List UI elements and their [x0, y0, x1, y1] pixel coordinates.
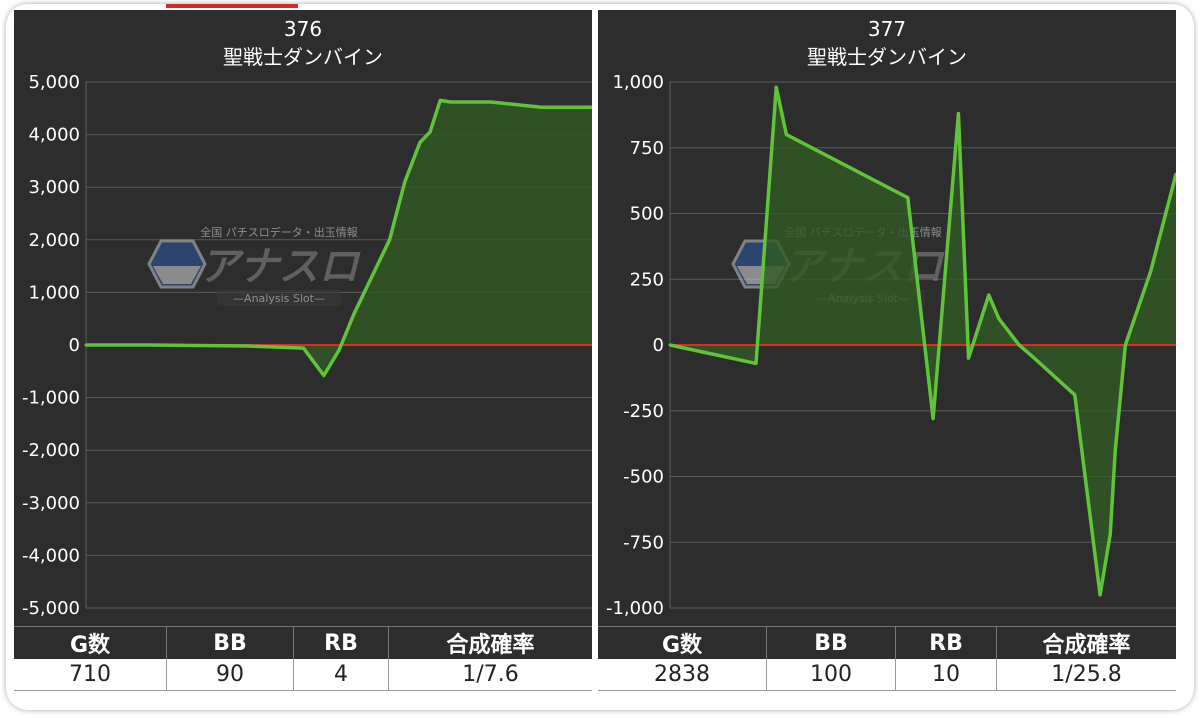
data-point: [489, 100, 493, 104]
data-point: [987, 293, 991, 297]
value-combined-probability: 1/25.8: [996, 659, 1176, 691]
series-area: [86, 100, 592, 376]
stats-table-377: G数 BB RB 合成確率 2838 100 10 1/25.8: [598, 626, 1176, 691]
data-point: [246, 344, 250, 348]
value-rb: 4: [293, 659, 389, 691]
y-tick-label: 5,000: [28, 72, 80, 93]
data-point: [1149, 269, 1153, 273]
y-tick-label: -750: [623, 532, 664, 553]
value-bb: 100: [766, 659, 896, 691]
data-point: [388, 238, 392, 242]
data-point: [906, 196, 910, 200]
data-point: [565, 105, 569, 109]
watermark-brand: アナスロ: [199, 244, 361, 290]
data-point: [322, 374, 326, 378]
y-tick-label: -1,000: [606, 598, 664, 619]
y-tick-label: 1,000: [28, 282, 80, 303]
screenshot-frame: 376 聖戦士ダンバイン 5,000 4,000 3,000 2,000 1,000 0 -1,…: [6, 4, 1194, 710]
data-point: [438, 98, 442, 102]
data-point: [145, 343, 149, 347]
watermark-sub-bg: [217, 290, 341, 306]
y-tick-label: -2,000: [22, 440, 80, 461]
y-tick-label: -3,000: [22, 493, 80, 514]
value-bb: 90: [166, 659, 294, 691]
y-tick-label: 0: [69, 335, 80, 356]
y-tick-label: -4,000: [22, 545, 80, 566]
chart-376: 376 聖戦士ダンバイン 5,000 4,000 3,000 2,000 1,000 0 -1,…: [22, 17, 592, 619]
chart-panel-376: 376 聖戦士ダンバイン 5,000 4,000 3,000 2,000 1,000 0 -1,…: [14, 10, 592, 691]
data-point: [1174, 172, 1176, 176]
value-combined-probability: 1/7.6: [388, 659, 592, 691]
header-games: G数: [14, 626, 167, 659]
header-bb: BB: [766, 626, 896, 659]
data-point: [1032, 356, 1036, 360]
header-bb: BB: [166, 626, 294, 659]
header-combined-probability: 合成確率: [996, 626, 1176, 659]
y-tick-label: 2,000: [28, 230, 80, 251]
chart-subtitle: 聖戦士ダンバイン: [807, 45, 967, 69]
data-point: [784, 133, 788, 137]
y-tick-label: 250: [630, 269, 664, 290]
chart-panel-377: 377 聖戦士ダンバイン 1,000 750 500 250 0 -250 -500 -750 -1…: [598, 10, 1176, 691]
header-rb: RB: [895, 626, 997, 659]
y-tick-label: -250: [623, 401, 664, 422]
value-rb: 10: [895, 659, 997, 691]
data-point: [1113, 448, 1117, 452]
data-point: [590, 105, 592, 109]
header-games: G数: [598, 626, 767, 659]
data-point: [84, 343, 88, 347]
y-tick-label: -5,000: [22, 598, 80, 619]
y-tick-label: -1,000: [22, 388, 80, 409]
chart-title: 377: [868, 17, 906, 41]
y-tick-label: 500: [630, 204, 664, 225]
chart-title: 376: [284, 17, 322, 41]
data-point: [1123, 343, 1127, 347]
data-point: [464, 100, 467, 104]
top-accent-bar: [166, 4, 298, 8]
y-tick-label: 1,000: [612, 72, 664, 93]
data-point: [474, 100, 478, 104]
header-combined-probability: 合成確率: [388, 626, 592, 659]
data-point: [967, 356, 971, 360]
value-games: 710: [14, 659, 167, 691]
data-point: [302, 346, 306, 350]
y-tick-label: 4,000: [28, 125, 80, 146]
data-point: [403, 180, 407, 184]
chart-377: 377 聖戦士ダンバイン 1,000 750 500 250 0 -250 -500 -750 -1…: [606, 17, 1176, 619]
data-point: [1098, 593, 1102, 597]
series-line: [86, 98, 592, 378]
data-point: [337, 348, 341, 352]
y-tick-label: 3,000: [28, 177, 80, 198]
watermark-tagline: 全国 パチスロデータ・出玉情報: [200, 225, 358, 239]
header-rb: RB: [293, 626, 389, 659]
data-point: [668, 343, 672, 347]
watermark-sub: —Analysis Slot—: [233, 292, 325, 305]
data-point: [997, 317, 1001, 321]
chart-subtitle: 聖戦士ダンバイン: [223, 45, 383, 69]
data-point: [448, 100, 452, 104]
data-point: [418, 140, 422, 144]
watermark-swoosh-icon: [153, 266, 201, 284]
data-point: [754, 361, 758, 365]
data-point: [774, 85, 778, 89]
data-point: [352, 311, 356, 315]
data-point: [367, 280, 371, 284]
data-point: [539, 105, 543, 109]
data-point: [1017, 343, 1021, 347]
data-point: [956, 112, 960, 116]
data-point: [428, 130, 432, 134]
y-tick-label: 0: [653, 335, 664, 356]
y-tick-label: -500: [623, 467, 664, 488]
data-point: [1108, 532, 1112, 536]
value-games: 2838: [598, 659, 767, 691]
y-tick-label: 750: [630, 138, 664, 159]
data-point: [1073, 393, 1077, 397]
stats-table-376: G数 BB RB 合成確率 710 90 4 1/7.6: [14, 626, 592, 691]
data-point: [931, 417, 935, 421]
